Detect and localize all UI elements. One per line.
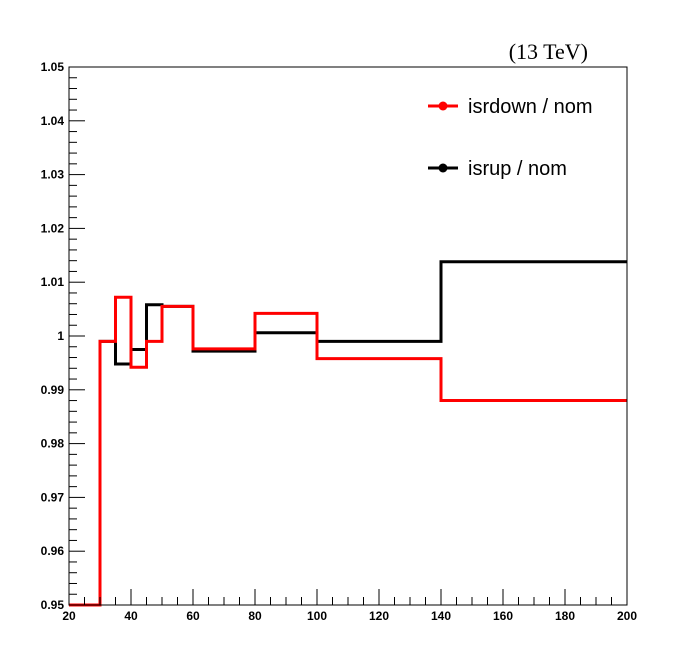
legend-marker-1: [438, 163, 448, 173]
y-tick-label: 1: [57, 329, 64, 343]
y-tick-label: 1.03: [41, 168, 65, 182]
y-tick-label: 1.05: [41, 60, 65, 74]
y-tick-label: 0.96: [41, 544, 65, 558]
y-tick-label: 1.02: [41, 221, 65, 235]
legend-marker-0: [438, 101, 448, 111]
legend-label-1: isrup / nom: [468, 158, 567, 180]
y-tick-label: 0.97: [41, 490, 65, 504]
legend: isrdown / nom isrup / nom: [428, 96, 593, 180]
series-line-0: [69, 295, 627, 607]
x-tick-label: 20: [62, 609, 76, 623]
x-tick-label: 100: [307, 609, 327, 623]
x-tick-label: 80: [248, 609, 262, 623]
x-tick-label: 60: [186, 609, 200, 623]
x-tick-label: 40: [124, 609, 138, 623]
legend-label-0: isrdown / nom: [468, 96, 593, 118]
x-tick-label: 140: [431, 609, 451, 623]
y-tick-label: 1.01: [41, 275, 65, 289]
x-tick-label: 180: [555, 609, 575, 623]
axis-layer: 20 40 60 80 100 120 140 160 180 200 0.95 0.96 0.97 0.…: [41, 60, 638, 623]
x-tick-label: 160: [493, 609, 513, 623]
x-tick-label: 200: [617, 609, 637, 623]
y-tick-label: 0.95: [41, 598, 65, 612]
energy-label: (13 TeV): [509, 39, 588, 64]
y-tick-label: 0.99: [41, 383, 65, 397]
series-layer: [69, 260, 627, 607]
y-tick-label: 0.98: [41, 437, 65, 451]
x-tick-label: 120: [369, 609, 389, 623]
y-tick-label: 1.04: [41, 114, 65, 128]
